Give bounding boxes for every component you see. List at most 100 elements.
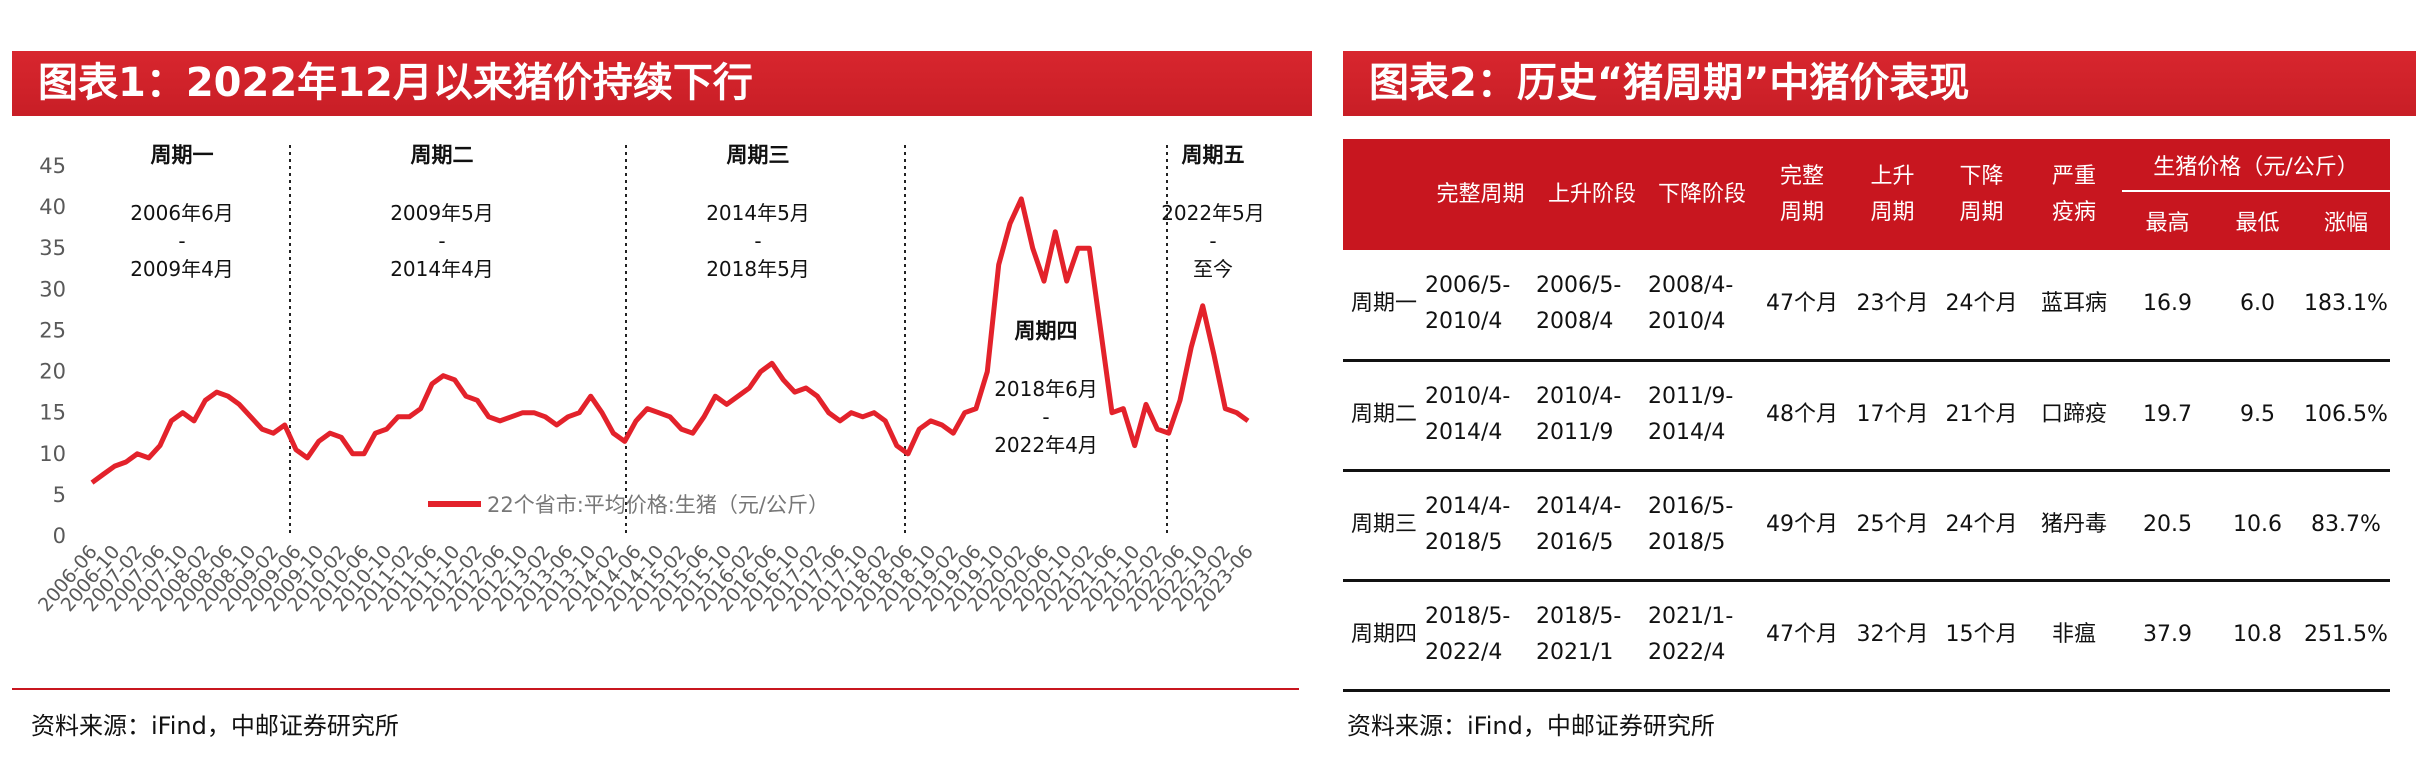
- cell-line: 2021/1: [1536, 640, 1614, 665]
- cell-line: 2014/4: [1648, 420, 1726, 445]
- row-name: 周期一: [1350, 291, 1417, 317]
- cycle-dividers: [289, 145, 1168, 536]
- table-cell: 2021/1- 2022/4: [1648, 580, 1756, 690]
- cell-line: 周期: [1779, 199, 1824, 225]
- table-cell: 19.7: [2143, 402, 2192, 427]
- y-tick-label: 30: [39, 277, 66, 301]
- cell-line: 2018/5: [1425, 530, 1503, 555]
- cycle-date: 2022年4月: [994, 433, 1098, 457]
- header-cell: 上升阶段: [1536, 139, 1648, 250]
- table-cell: 蓝耳病: [2040, 291, 2107, 317]
- cell-line: 2018/5: [1648, 530, 1726, 555]
- cycle-label: 周期一: [151, 143, 214, 167]
- table-cell: 48个月: [1766, 402, 1838, 427]
- table-row: 周期四 2018/5- 2022/4 2018/5- 2021/1 2021/1- 2022…: [1343, 580, 2390, 690]
- cycle-date: 2018年5月: [706, 257, 810, 281]
- table-row: 周期三 2014/4- 2018/5 2014/4- 2016/5 2016/5- 2018…: [1343, 470, 2390, 580]
- table-cell: 24个月: [1945, 291, 2018, 317]
- header-cell: 最低: [2213, 191, 2302, 250]
- y-tick-label: 0: [53, 524, 66, 548]
- table-head: 完整周期 上升阶段 下降阶段 完整 周期 上升 周期 下降 周期 严重 疫病 生猪价格（元/公斤） 最高…: [1343, 139, 2390, 250]
- cell-line: 周期: [1959, 199, 2004, 225]
- cycle-date: -: [438, 229, 445, 253]
- table-cell: 23个月: [1856, 291, 1929, 317]
- cell-line: 2010/4-: [1425, 384, 1511, 409]
- cell-line: 上升阶段: [1547, 181, 1636, 207]
- cycle-date: 至今: [1193, 257, 1233, 281]
- table-cell: 10.8: [2233, 622, 2282, 647]
- chart: 0510152025303540452006-062006-102007-022…: [12, 143, 1299, 690]
- cell-line: 完整周期: [1436, 181, 1525, 207]
- cell-line: 2014/4-: [1425, 494, 1511, 519]
- header-cell: 完整周期: [1756, 139, 1848, 250]
- header-cell: 严重 疫病: [2026, 139, 2122, 250]
- cycle-date: 2022年5月: [1161, 201, 1265, 225]
- chart-header: 图表1：2022年12月以来猪价持续下行: [12, 51, 1312, 116]
- table-cell: 20.5: [2143, 512, 2192, 537]
- row-name: 周期三: [1350, 512, 1417, 537]
- cell-line: 2021/1-: [1648, 604, 1734, 629]
- cycle-date: 2014年4月: [390, 257, 494, 281]
- cycle-label: 周期五: [1182, 143, 1245, 167]
- table-row: 周期一 2006/5- 2010/4 2006/5- 2008/4 2008/4- 2010…: [1343, 250, 2390, 360]
- header-cell: [1343, 139, 1425, 250]
- header-cell: 上升 周期: [1848, 139, 1937, 250]
- table-cell: 2010/4- 2011/9: [1536, 360, 1648, 470]
- header-cell: 涨幅: [2302, 191, 2390, 250]
- cycle-date: -: [1209, 229, 1216, 253]
- table-cell: 9.5: [2240, 402, 2275, 427]
- header-row: 完整周期 上升阶段 下降阶段 完整 周期 上升 周期 下降 周期 严重 疫病 生猪价格（元/公斤）: [1343, 139, 2390, 250]
- header-cell: 最高: [2122, 191, 2213, 250]
- table-cell: 32个月: [1856, 622, 1929, 647]
- source: 资料来源：iFind，中邮证券研究所: [1347, 712, 1715, 740]
- table-cell: 47个月: [1766, 291, 1838, 317]
- cell-line: 2008/4: [1536, 309, 1614, 335]
- cell-line: 2010/4: [1648, 309, 1726, 335]
- table-cell: 2008/4- 2010/4: [1648, 250, 1756, 360]
- row-name: 周期四: [1350, 622, 1417, 647]
- y-tick-label: 25: [39, 318, 66, 342]
- table-cell: 2014/4- 2018/5: [1425, 470, 1536, 580]
- table-cell: 10.6: [2233, 512, 2282, 537]
- y-tick-label: 5: [53, 483, 66, 507]
- y-tick-label: 10: [39, 442, 66, 466]
- cell-line: 2016/5: [1536, 530, 1614, 555]
- source: 资料来源：iFind，中邮证券研究所: [31, 712, 399, 740]
- cell-line: 下降阶段: [1657, 181, 1746, 207]
- table-cell: 非瘟: [2051, 622, 2096, 647]
- table-cell: 37.9: [2143, 622, 2192, 647]
- table-cell: 15个月: [1945, 622, 2018, 647]
- table-cell: 2010/4- 2014/4: [1425, 360, 1536, 470]
- table-cell: 6.0: [2240, 291, 2275, 317]
- table-cell: 2014/4- 2016/5: [1536, 470, 1648, 580]
- cell-line: 2010/4-: [1536, 384, 1622, 409]
- cell-line: 2014/4-: [1536, 494, 1622, 519]
- cell-line: 2011/9: [1536, 420, 1614, 445]
- cell-line: 2006/5-: [1536, 273, 1622, 299]
- cell-line: 周期: [1870, 199, 1915, 225]
- table-cell: 21个月: [1945, 402, 2018, 427]
- cell-line: 严重: [2051, 163, 2096, 189]
- table-cell: 251.5%: [2304, 622, 2388, 647]
- header-cell: 下降 周期: [1937, 139, 2026, 250]
- table-cell: 25个月: [1856, 512, 1929, 537]
- y-tick-label: 20: [39, 360, 66, 384]
- table-cell: 83.7%: [2311, 512, 2381, 537]
- cell-line: 2006/5-: [1425, 273, 1511, 299]
- cell-line: 2010/4: [1425, 309, 1503, 335]
- cell-line: 2014/4: [1425, 420, 1503, 445]
- row-name: 周期二: [1350, 402, 1417, 427]
- legend-label: 22个省市:平均价格:生猪（元/公斤）: [487, 493, 829, 517]
- header-group: 生猪价格（元/公斤）: [2122, 139, 2390, 192]
- y-tick-label: 15: [39, 401, 66, 425]
- cycle-label: 周期二: [411, 143, 474, 167]
- cell-line: 完整: [1779, 163, 1824, 189]
- cycle-date: 2006年6月: [130, 201, 234, 225]
- y-tick-label: 40: [39, 195, 66, 219]
- cell-line: 2022/4: [1425, 640, 1503, 665]
- table-cell: 口蹄疫: [2040, 402, 2107, 427]
- table-cell: 2011/9- 2014/4: [1648, 360, 1756, 470]
- table-cell: 2006/5- 2008/4: [1536, 250, 1648, 360]
- table-cell: 106.5%: [2304, 402, 2388, 427]
